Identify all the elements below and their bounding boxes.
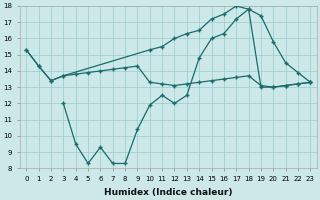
X-axis label: Humidex (Indice chaleur): Humidex (Indice chaleur) [104,188,233,197]
